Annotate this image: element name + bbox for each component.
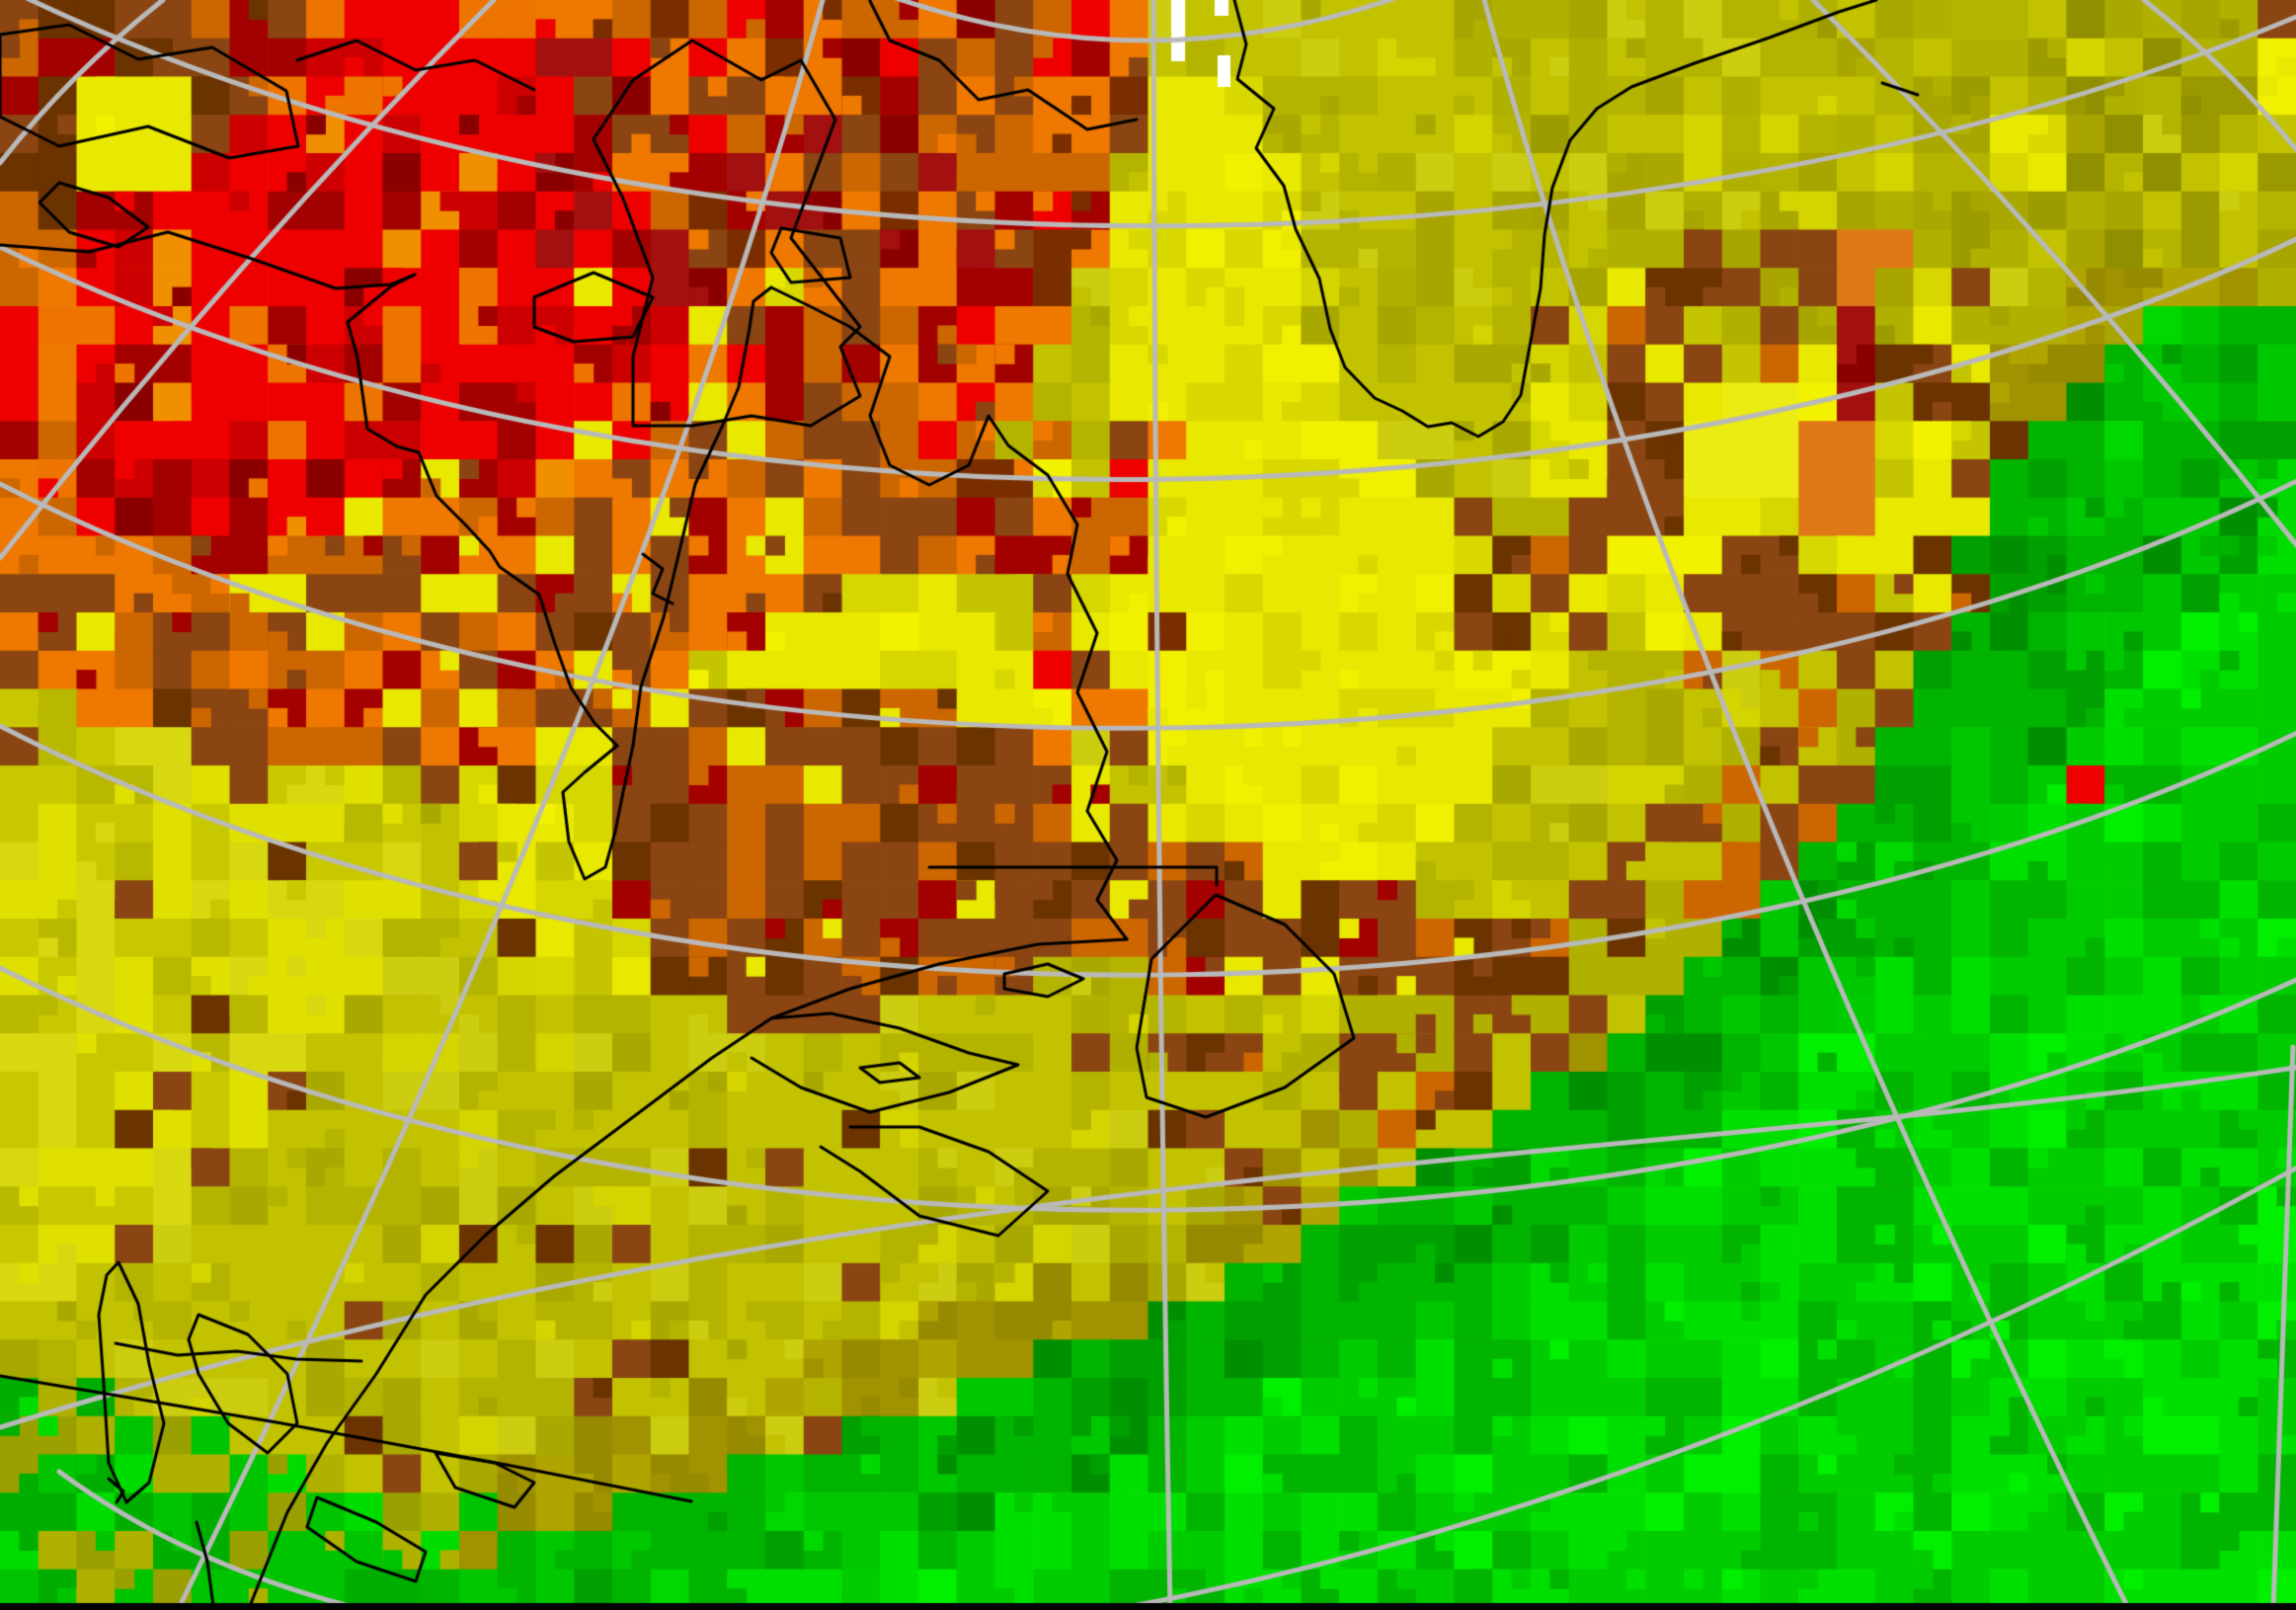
product-title: NASA SPoRT - Gridded NUCAPS (noaa21) - T… xyxy=(75,1603,1015,1610)
map-title-overlay: NASA SPoRT - Gridded NUCAPS (noaa21) - T… xyxy=(75,1524,1015,1610)
